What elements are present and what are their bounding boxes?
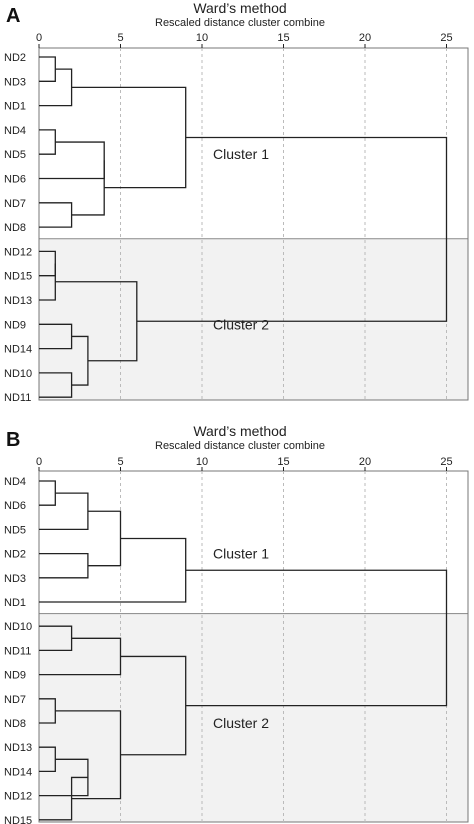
leaf-label: ND2: [4, 52, 26, 64]
leaf-label: ND13: [4, 295, 32, 307]
cluster-label: Cluster 1: [213, 146, 269, 162]
cluster-label: Cluster 2: [213, 316, 269, 332]
dendrogram-link: [39, 537, 187, 603]
panel-letter: B: [6, 429, 20, 451]
panel-letter: A: [6, 5, 20, 27]
tick-label: 15: [277, 456, 289, 468]
dendrogram-link: [39, 141, 105, 180]
leaf-label: ND15: [4, 271, 32, 283]
leaf-label: ND12: [4, 246, 32, 258]
leaf-label: ND5: [4, 149, 26, 161]
tick-label: 0: [36, 32, 42, 44]
leaf-label: ND14: [4, 766, 32, 778]
dendrogram-link: [185, 569, 448, 707]
tick-label: 5: [117, 456, 123, 468]
leaf-label: ND1: [4, 101, 26, 113]
panel-title: Ward’s method: [193, 0, 286, 16]
leaf-label: ND4: [4, 476, 26, 488]
leaf-label: ND7: [4, 198, 26, 210]
cluster-region: [38, 238, 469, 401]
cluster-label: Cluster 2: [213, 715, 269, 731]
leaf-label: ND13: [4, 742, 32, 754]
dendrogram-link: [39, 480, 56, 506]
leaf-label: ND9: [4, 670, 26, 682]
tick-label: 5: [117, 32, 123, 44]
leaf-label: ND14: [4, 344, 32, 356]
leaf-label: ND11: [4, 645, 31, 657]
leaf-label: ND7: [4, 694, 26, 706]
leaf-label: ND10: [4, 368, 32, 380]
plot-frame: [38, 47, 469, 401]
panel-b: B Ward’s method Rescaled distance cluste…: [4, 423, 469, 824]
dendrogram-link: [87, 510, 122, 567]
tick-label: 20: [359, 32, 371, 44]
dendrogram-link: [39, 492, 89, 531]
panel-subtitle: Rescaled distance cluster combine: [155, 17, 325, 29]
tick-label: 25: [440, 32, 452, 44]
tick-label: 15: [277, 32, 289, 44]
leaf-label: ND3: [4, 573, 26, 585]
panel-subtitle: Rescaled distance cluster combine: [155, 440, 325, 452]
leaf-label: ND9: [4, 319, 26, 331]
leaf-label: ND6: [4, 174, 26, 186]
leaf-label: ND4: [4, 125, 26, 137]
dendrogram-link: [39, 202, 73, 228]
leaf-label: ND2: [4, 549, 26, 561]
dendrogram-link: [39, 56, 56, 82]
leaf-label: ND6: [4, 500, 26, 512]
leaf-label: ND12: [4, 791, 32, 803]
panel-title: Ward’s method: [193, 423, 286, 439]
tick-label: 10: [196, 32, 208, 44]
cluster-label: Cluster 1: [213, 546, 269, 562]
leaf-label: ND5: [4, 524, 26, 536]
dendrogram-link: [39, 552, 89, 579]
tick-label: 20: [359, 456, 371, 468]
dendrogram-link: [39, 263, 56, 301]
leaf-label: ND1: [4, 597, 26, 609]
tick-label: 0: [36, 456, 42, 468]
dendrogram-link: [39, 129, 56, 155]
leaf-label: ND8: [4, 222, 26, 234]
dendrogram-link: [71, 86, 187, 189]
leaf-label: ND11: [4, 392, 31, 404]
dendrogram-link: [71, 160, 105, 216]
tick-label: 10: [196, 456, 208, 468]
leaf-label: ND10: [4, 621, 32, 633]
tick-label: 25: [440, 456, 452, 468]
leaf-label: ND3: [4, 76, 26, 88]
dendrogram-link: [136, 136, 448, 322]
panel-a: A Ward’s method Rescaled distance cluste…: [4, 0, 469, 404]
leaf-label: ND15: [4, 815, 32, 824]
leaf-label: ND8: [4, 718, 26, 730]
plot-frame: [38, 470, 469, 823]
